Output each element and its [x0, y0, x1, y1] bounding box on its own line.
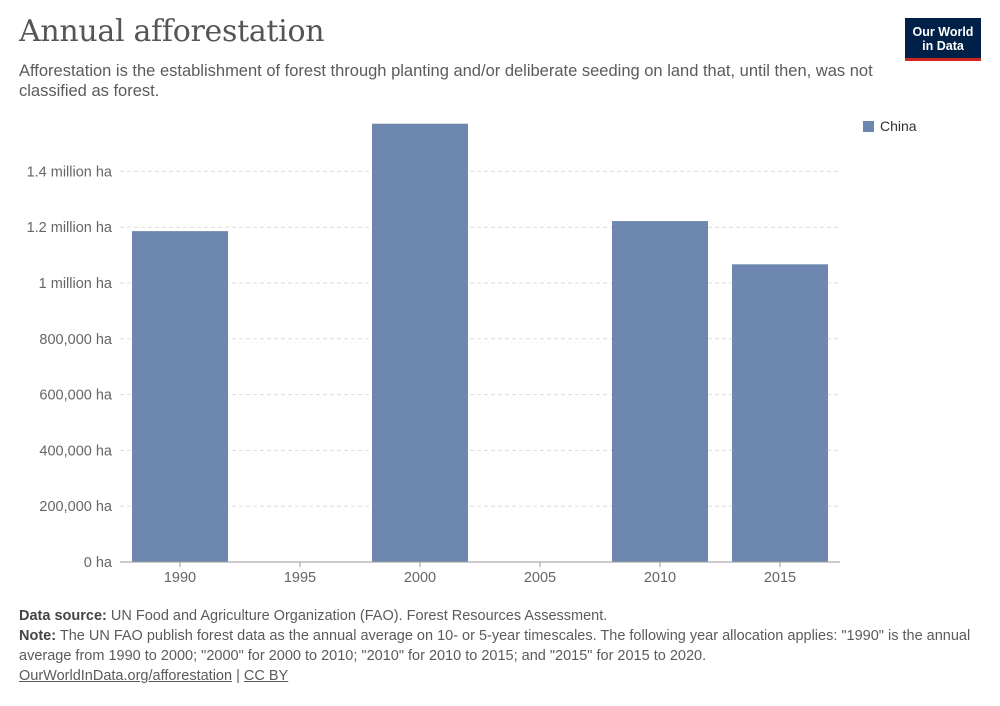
- y-tick-label: 0 ha: [84, 555, 113, 571]
- x-tick-label: 1995: [284, 570, 316, 586]
- note-label: Note:: [19, 628, 57, 644]
- x-tick-label: 2015: [764, 570, 796, 586]
- grid-layer: [120, 170, 840, 507]
- owid-logo[interactable]: Our World in Data: [905, 18, 981, 61]
- bar-layer: [132, 123, 828, 562]
- y-tick-label: 1 million ha: [39, 276, 113, 292]
- y-tick-label: 1.2 million ha: [27, 220, 113, 236]
- legend-swatch-china: [863, 120, 874, 132]
- link-line: OurWorldInData.org/afforestation | CC BY: [19, 666, 979, 686]
- source-link[interactable]: OurWorldInData.org/afforestation: [19, 668, 233, 684]
- license-link[interactable]: CC BY: [243, 668, 289, 684]
- bar-1990: [132, 231, 228, 562]
- x-tick-label: 2005: [524, 570, 556, 586]
- legend-label-china: China: [880, 118, 917, 134]
- y-tick-label: 200,000 ha: [39, 499, 113, 515]
- note-line: Note: The UN FAO publish forest data as …: [19, 626, 979, 666]
- y-tick-label: 600,000 ha: [39, 388, 113, 404]
- y-tick-label: 800,000 ha: [39, 332, 113, 348]
- source-text: UN Food and Agriculture Organization (FA…: [110, 608, 608, 624]
- y-tick-label: 400,000 ha: [39, 443, 113, 459]
- legend[interactable]: China: [863, 118, 917, 134]
- bar-2015: [732, 264, 828, 562]
- x-tick-label: 2010: [644, 570, 676, 586]
- source-line: Data source: UN Food and Agriculture Org…: [19, 606, 979, 626]
- link-separator: |: [236, 668, 240, 684]
- axis-layer: 0 ha 200,000 ha 400,000 ha 600,000 ha 800,00…: [27, 164, 840, 586]
- logo-accent-bar: [905, 58, 981, 61]
- x-tick-label: 2000: [404, 570, 436, 586]
- bar-chart: 0 ha 200,000 ha 400,000 ha 600,000 ha 800,00…: [27, 123, 840, 586]
- bar-2010: [612, 221, 708, 562]
- chart-title: Annual afforestation: [19, 14, 325, 49]
- source-label: Data source:: [19, 608, 107, 624]
- bar-2000: [372, 123, 468, 562]
- logo-line-2: in Data: [922, 39, 964, 53]
- footer: Data source: UN Food and Agriculture Org…: [19, 606, 979, 686]
- y-tick-label: 1.4 million ha: [27, 164, 113, 180]
- x-tick-label: 1990: [164, 570, 196, 586]
- chart-subtitle: Afforestation is the establishment of fo…: [19, 62, 873, 100]
- logo-line-1: Our World: [912, 25, 974, 39]
- note-text: The UN FAO publish forest data as the an…: [19, 628, 971, 664]
